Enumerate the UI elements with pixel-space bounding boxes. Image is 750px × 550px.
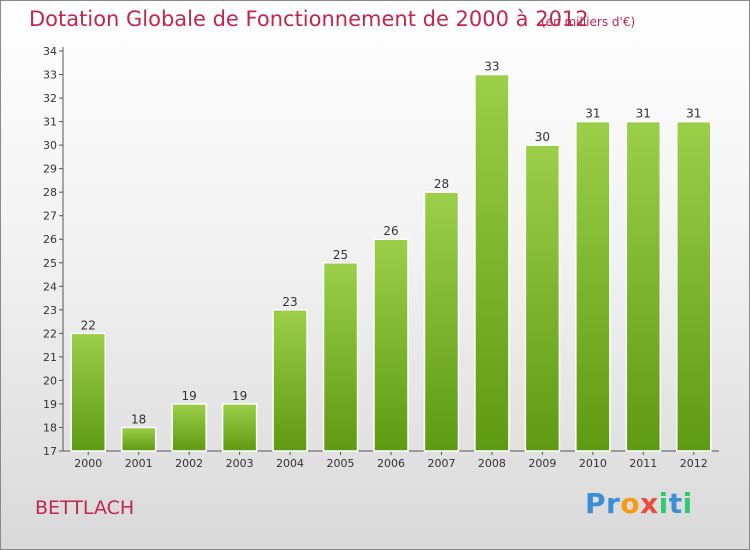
bar-2003 bbox=[221, 403, 258, 452]
x-tick-label: 2000 bbox=[74, 457, 102, 470]
bar-2004 bbox=[272, 309, 308, 452]
bar-2011 bbox=[625, 120, 662, 452]
value-label: 22 bbox=[81, 318, 96, 332]
y-tick-label: 26 bbox=[43, 233, 57, 246]
x-tick-label: 2002 bbox=[175, 457, 203, 470]
x-tick-label: 2006 bbox=[377, 457, 405, 470]
y-tick-label: 29 bbox=[43, 163, 57, 176]
value-label: 33 bbox=[484, 60, 499, 74]
y-tick-label: 30 bbox=[43, 139, 57, 152]
logo-letter: i bbox=[658, 487, 669, 520]
value-label: 31 bbox=[585, 107, 600, 121]
bar-2002 bbox=[171, 403, 207, 452]
x-tick-label: 2007 bbox=[427, 457, 455, 470]
bar-2000 bbox=[70, 332, 106, 452]
y-tick-label: 28 bbox=[43, 186, 57, 199]
y-tick-label: 31 bbox=[43, 116, 57, 129]
logo-letter: r bbox=[606, 487, 621, 520]
value-label: 31 bbox=[636, 107, 651, 121]
y-tick-label: 21 bbox=[43, 351, 57, 364]
logo-letter: o bbox=[620, 487, 641, 520]
labels: 22 18 19 19 23 25 26 28 33 30 31 31 31 bbox=[81, 60, 702, 427]
y-tick-label: 18 bbox=[43, 421, 57, 434]
chart-subtitle: (en milliers d'€) bbox=[541, 15, 636, 29]
bar-2008 bbox=[474, 73, 510, 452]
y-tick-label: 19 bbox=[43, 398, 57, 411]
y-tick-label: 24 bbox=[43, 280, 57, 293]
y-tick-label: 27 bbox=[43, 210, 57, 223]
bar-2010 bbox=[575, 120, 611, 452]
value-label: 28 bbox=[434, 177, 449, 191]
value-label: 19 bbox=[182, 389, 197, 403]
x-tick-label: 2010 bbox=[579, 457, 607, 470]
logo-letter: t bbox=[668, 487, 683, 520]
bar-2012 bbox=[676, 120, 712, 452]
bar-2007 bbox=[423, 191, 460, 452]
x-tick-label: 2004 bbox=[276, 457, 304, 470]
x-tick-label: 2001 bbox=[125, 457, 153, 470]
bar-2009 bbox=[524, 144, 561, 452]
chart-title: Dotation Globale de Fonctionnement de 20… bbox=[29, 7, 589, 31]
x-tick-label: 2009 bbox=[528, 457, 556, 470]
value-label: 30 bbox=[535, 130, 550, 144]
bar-2001 bbox=[120, 426, 157, 452]
bar-2005 bbox=[322, 262, 359, 452]
value-label: 23 bbox=[282, 295, 297, 309]
x-tick-label: 2003 bbox=[226, 457, 254, 470]
y-tick-label: 33 bbox=[43, 69, 57, 82]
x-tick-label: 2011 bbox=[629, 457, 657, 470]
proxiti-logo[interactable]: Proxiti bbox=[585, 487, 693, 527]
logo-letter: P bbox=[585, 487, 607, 520]
x-tick-label: 2012 bbox=[680, 457, 708, 470]
x-tick-label: 2008 bbox=[478, 457, 506, 470]
value-label: 18 bbox=[131, 412, 146, 426]
value-label: 19 bbox=[232, 389, 247, 403]
value-label: 31 bbox=[686, 107, 701, 121]
bars bbox=[70, 73, 712, 452]
y-tick-label: 22 bbox=[43, 327, 57, 340]
bar-2006 bbox=[373, 238, 409, 452]
logo-letter: x bbox=[640, 487, 659, 520]
y-tick-label: 34 bbox=[43, 45, 57, 58]
y-tick-label: 17 bbox=[43, 445, 57, 458]
x-tick-label: 2005 bbox=[327, 457, 355, 470]
value-label: 25 bbox=[333, 248, 348, 262]
y-tick-label: 23 bbox=[43, 304, 57, 317]
y-tick-label: 25 bbox=[43, 257, 57, 270]
y-tick-label: 20 bbox=[43, 374, 57, 387]
axes: 17 18 19 20 21 22 23 24 25 26 27 28 29 30 31 32 33 34 2000… bbox=[43, 45, 719, 470]
y-tick-label: 32 bbox=[43, 92, 57, 105]
commune-name: BETTLACH bbox=[35, 497, 135, 519]
value-label: 26 bbox=[383, 224, 398, 238]
logo-letter: i bbox=[682, 487, 693, 520]
